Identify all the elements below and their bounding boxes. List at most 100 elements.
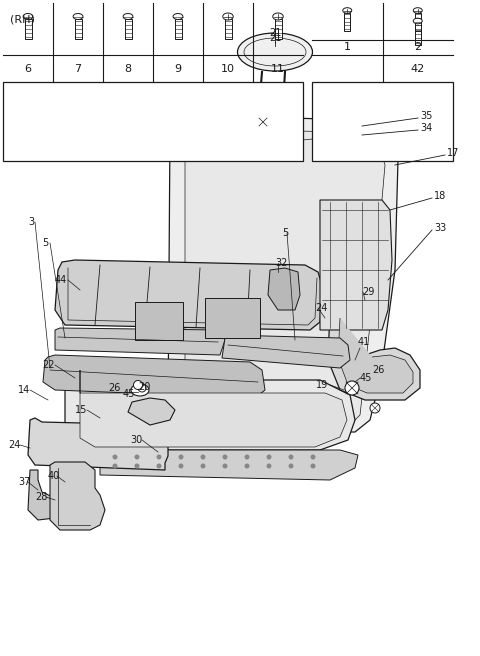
Circle shape [288, 455, 293, 459]
Text: 2: 2 [414, 43, 421, 52]
Text: 35: 35 [420, 111, 432, 121]
Bar [415, 23, 421, 45]
Text: 32: 32 [275, 258, 288, 268]
Polygon shape [55, 328, 225, 355]
Bar [3, 82, 303, 161]
Ellipse shape [123, 14, 133, 20]
Circle shape [345, 381, 359, 395]
Circle shape [112, 464, 118, 468]
Polygon shape [43, 355, 265, 398]
Bar [275, 19, 281, 39]
Polygon shape [338, 318, 413, 393]
Text: 21: 21 [269, 33, 281, 43]
Text: 1: 1 [344, 43, 351, 52]
Ellipse shape [173, 14, 183, 20]
Circle shape [244, 455, 250, 459]
Ellipse shape [223, 13, 233, 20]
Circle shape [156, 464, 161, 468]
Polygon shape [28, 418, 168, 470]
Polygon shape [205, 298, 260, 338]
Polygon shape [168, 118, 398, 432]
Text: 6: 6 [24, 64, 32, 73]
Polygon shape [128, 398, 175, 425]
Text: 3: 3 [28, 217, 34, 227]
Circle shape [156, 455, 161, 459]
Circle shape [264, 108, 272, 116]
Circle shape [223, 455, 228, 459]
Polygon shape [63, 360, 355, 450]
Text: 44: 44 [55, 275, 67, 285]
Ellipse shape [273, 13, 283, 20]
Circle shape [138, 384, 146, 392]
Circle shape [311, 455, 315, 459]
Text: 45: 45 [360, 373, 372, 383]
Text: 33: 33 [434, 223, 446, 233]
Bar [225, 19, 231, 39]
Text: 24: 24 [315, 303, 327, 313]
Text: 37: 37 [18, 477, 30, 487]
Text: 18: 18 [434, 191, 446, 201]
Polygon shape [135, 302, 183, 340]
Text: 8: 8 [124, 64, 132, 73]
Text: 20: 20 [138, 382, 150, 392]
Polygon shape [50, 462, 105, 530]
Text: 30: 30 [130, 435, 142, 445]
Circle shape [288, 464, 293, 468]
Polygon shape [320, 200, 392, 330]
Ellipse shape [413, 8, 422, 13]
Text: (RH): (RH) [10, 15, 35, 25]
Ellipse shape [23, 14, 33, 20]
Text: 9: 9 [174, 64, 181, 73]
Circle shape [266, 464, 272, 468]
Circle shape [370, 403, 380, 413]
Polygon shape [28, 470, 58, 520]
Text: 15: 15 [75, 405, 87, 415]
Circle shape [266, 455, 272, 459]
Circle shape [179, 464, 183, 468]
Text: 11: 11 [271, 64, 285, 73]
Polygon shape [222, 335, 350, 368]
Circle shape [311, 464, 315, 468]
Text: 29: 29 [362, 287, 374, 297]
Polygon shape [268, 268, 300, 310]
Circle shape [134, 464, 140, 468]
Ellipse shape [73, 14, 83, 20]
Bar [415, 12, 421, 30]
Text: 5: 5 [42, 238, 48, 248]
Text: 10: 10 [221, 64, 235, 73]
Text: 34: 34 [420, 123, 432, 133]
Bar [312, 82, 453, 161]
Text: 42: 42 [410, 64, 425, 73]
Polygon shape [55, 260, 322, 330]
Circle shape [223, 464, 228, 468]
Bar [175, 19, 181, 39]
Bar [344, 12, 350, 30]
Text: 19: 19 [316, 380, 328, 390]
Text: 28: 28 [35, 492, 48, 502]
Circle shape [258, 117, 268, 127]
Text: 7: 7 [74, 64, 82, 73]
Bar [124, 19, 132, 39]
Text: 24: 24 [8, 440, 20, 450]
Ellipse shape [413, 18, 422, 24]
Ellipse shape [343, 8, 352, 13]
Text: 41: 41 [358, 337, 370, 347]
Text: 5: 5 [282, 228, 288, 238]
Text: 45: 45 [123, 389, 135, 399]
Text: 17: 17 [447, 148, 459, 158]
Polygon shape [80, 370, 347, 447]
Circle shape [133, 380, 143, 390]
Bar [74, 19, 82, 39]
Circle shape [201, 455, 205, 459]
Bar [24, 19, 32, 39]
Text: 21: 21 [269, 28, 281, 38]
Polygon shape [185, 130, 385, 425]
Text: 26: 26 [372, 365, 384, 375]
Text: 14: 14 [18, 385, 30, 395]
Polygon shape [100, 450, 358, 480]
Ellipse shape [131, 384, 149, 396]
Circle shape [244, 464, 250, 468]
Text: 26: 26 [108, 383, 120, 393]
Text: 22: 22 [42, 360, 55, 370]
Circle shape [271, 126, 279, 134]
